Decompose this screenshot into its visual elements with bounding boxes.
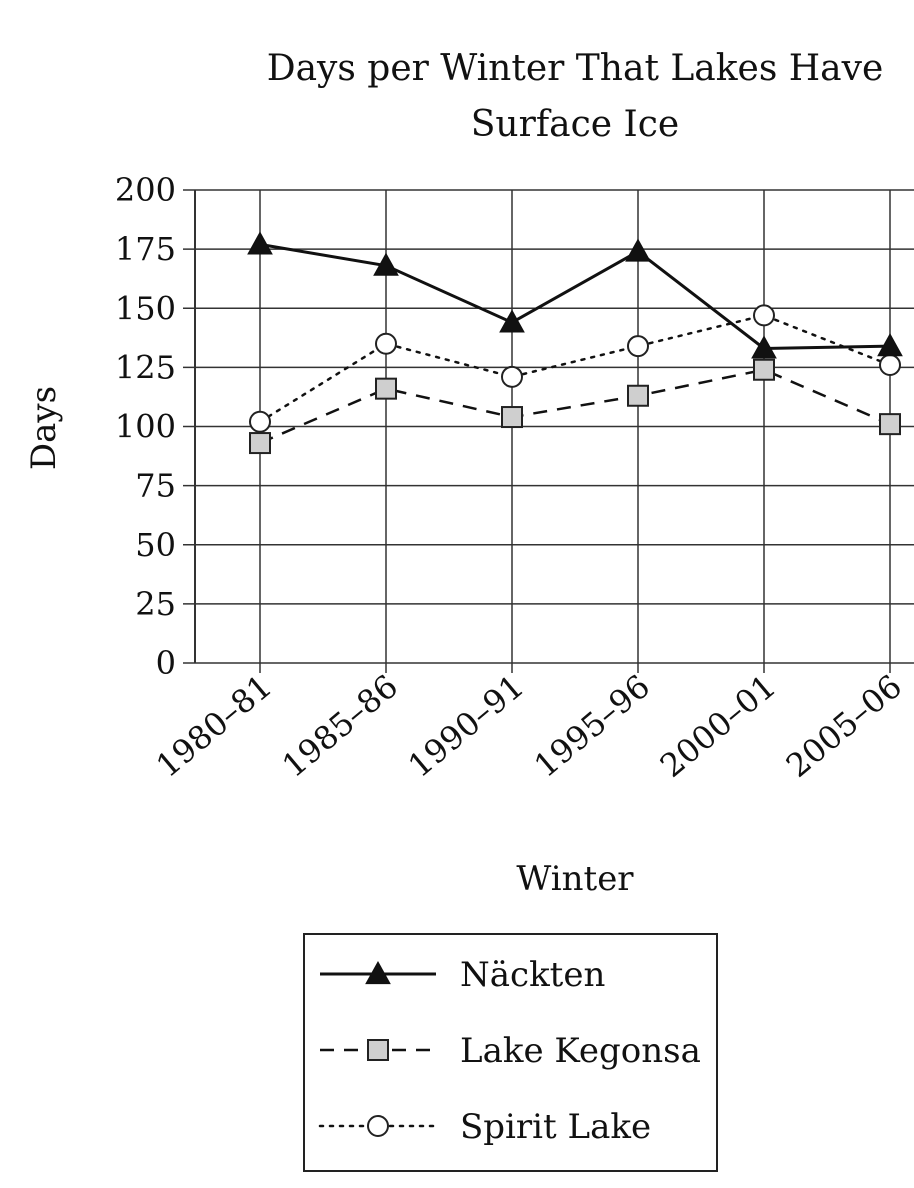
legend-marker	[365, 960, 391, 985]
legend-label: Näckten	[460, 955, 605, 995]
series-n-ckten	[247, 231, 903, 359]
legend-item: Lake Kegonsa	[320, 1031, 701, 1071]
series-group	[247, 231, 903, 455]
data-point	[247, 231, 273, 255]
x-tick-label: 1980–81	[149, 667, 279, 785]
y-axis-label: Days	[24, 386, 64, 470]
chart-title-line2: Surface Ice	[471, 104, 679, 145]
data-point	[375, 377, 397, 400]
x-tick-label: 1990–91	[401, 667, 531, 785]
data-point	[501, 406, 523, 429]
x-tick-labels: 1980–811985–861990–911995–962000–012005–…	[149, 667, 909, 785]
y-tick-label: 50	[135, 526, 176, 564]
legend-item: Näckten	[320, 955, 605, 995]
y-tick-labels: 0 25 50 75 100 125 150 175 200	[115, 171, 176, 682]
series-line	[259, 368, 891, 445]
data-point	[249, 432, 271, 455]
legend-label: Lake Kegonsa	[460, 1031, 701, 1071]
legend-marker	[367, 1039, 389, 1061]
data-point	[375, 332, 397, 355]
series-lake-kegonsa	[249, 358, 901, 455]
data-point	[625, 238, 651, 262]
data-point	[627, 335, 649, 358]
data-point	[753, 358, 775, 381]
data-point	[877, 333, 903, 357]
y-tick-label: 175	[115, 230, 176, 268]
grid	[183, 189, 914, 673]
series-line	[258, 314, 892, 424]
data-point	[249, 410, 271, 433]
data-point	[879, 413, 901, 436]
y-tick-label: 0	[156, 644, 176, 682]
data-point	[879, 354, 901, 377]
legend-label: Spirit Lake	[460, 1107, 651, 1147]
y-tick-label: 200	[115, 171, 176, 209]
x-tick-label: 1995–96	[527, 667, 657, 785]
x-axis-label: Winter	[516, 859, 634, 899]
data-point	[373, 252, 399, 276]
y-tick-label: 125	[115, 348, 176, 386]
y-tick-label: 100	[115, 408, 176, 446]
y-tick-label: 25	[135, 585, 176, 623]
x-tick-label: 1985–86	[275, 667, 405, 785]
y-tick-label: 150	[115, 289, 176, 327]
x-tick-label: 2000–01	[653, 667, 783, 785]
data-point	[627, 384, 649, 407]
series-line	[259, 242, 891, 350]
data-point	[751, 335, 777, 359]
data-point	[753, 304, 775, 327]
x-tick-label: 2005–06	[779, 667, 909, 785]
series-spirit-lake	[249, 304, 901, 433]
data-point	[499, 309, 525, 333]
y-tick-label: 75	[135, 467, 176, 505]
legend-marker	[367, 1115, 389, 1137]
legend: Näckten Lake Kegonsa Spirit Lake	[303, 933, 718, 1172]
chart-title-line1: Days per Winter That Lakes Have	[267, 48, 884, 89]
data-point	[501, 365, 523, 388]
legend-item: Spirit Lake	[318, 1107, 651, 1147]
